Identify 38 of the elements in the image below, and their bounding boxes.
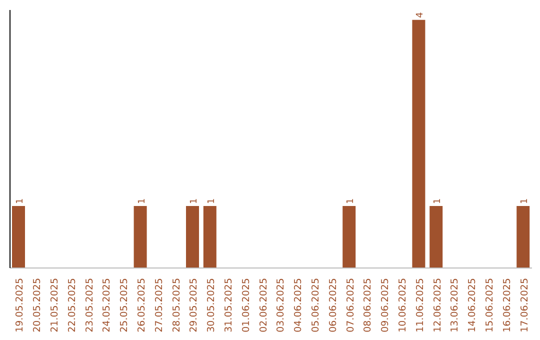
- data-label: 1: [16, 198, 26, 204]
- x-tick-label: 10.06.2025: [398, 278, 408, 332]
- x-tick-label: 19.05.2025: [14, 278, 26, 332]
- x-tick-label: 06.06.2025: [328, 278, 339, 332]
- data-label: 1: [433, 198, 444, 204]
- x-tick-label: 28.05.2025: [171, 278, 182, 332]
- x-tick-label: 12.06.2025: [432, 278, 444, 332]
- x-tick-label: 02.06.2025: [258, 278, 270, 332]
- data-label: 1: [137, 198, 148, 204]
- x-tick-label: 04.06.2025: [293, 278, 304, 332]
- x-tick-label: 15.06.2025: [484, 278, 496, 332]
- x-tick-label: 05.06.2025: [310, 278, 322, 332]
- x-tick-label: 07.06.2025: [345, 278, 356, 332]
- x-tick-label: 24.05.2025: [102, 278, 113, 332]
- x-tick-label: 31.05.2025: [224, 278, 234, 332]
- x-tick-label: 22.05.2025: [66, 278, 78, 332]
- data-label: 1: [346, 198, 356, 204]
- x-tick-label: 30.05.2025: [206, 278, 218, 332]
- x-tick-label: 01.06.2025: [240, 278, 252, 332]
- x-tick-label: 29.05.2025: [188, 278, 200, 332]
- x-tick-label: 09.06.2025: [380, 278, 392, 332]
- x-tick-label: 27.05.2025: [154, 278, 165, 332]
- x-tick-label: 11.06.2025: [414, 278, 426, 332]
- x-tick-label: 16.06.2025: [502, 278, 513, 332]
- x-tick-label: 21.05.2025: [50, 278, 60, 332]
- data-label: 1: [206, 198, 217, 204]
- data-label: 1: [520, 198, 530, 204]
- x-tick-label: 23.05.2025: [84, 278, 96, 332]
- x-tick-label: 13.06.2025: [450, 278, 461, 332]
- x-tick-label: 26.05.2025: [136, 278, 148, 332]
- x-tick-label: 08.06.2025: [362, 278, 374, 332]
- x-tick-label: 25.05.2025: [119, 278, 130, 332]
- x-tick-label: 14.06.2025: [467, 278, 478, 332]
- data-label: 1: [190, 198, 200, 204]
- x-tick-label: 20.05.2025: [32, 278, 44, 332]
- x-tick-label: 17.06.2025: [519, 278, 530, 332]
- x-tick-label: 03.06.2025: [276, 278, 287, 332]
- data-label: 4: [416, 12, 426, 18]
